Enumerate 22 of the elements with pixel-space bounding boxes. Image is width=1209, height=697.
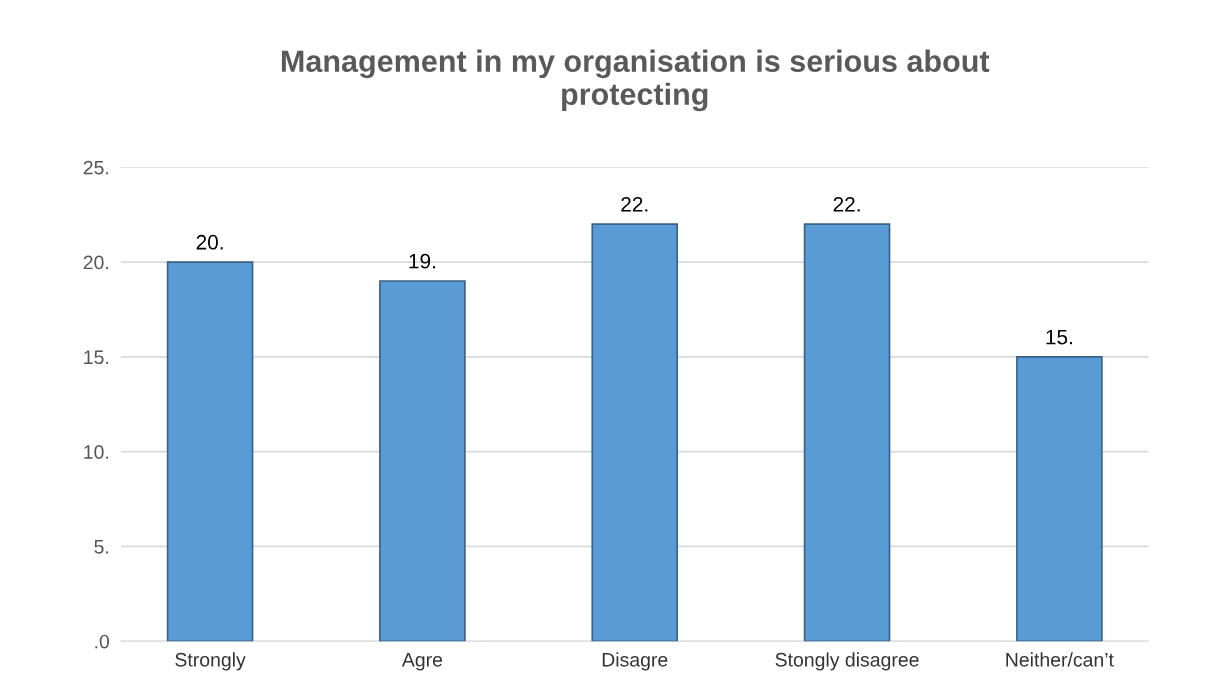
bar	[379, 280, 466, 642]
data-label: 20.	[196, 234, 223, 250]
bar	[1016, 356, 1103, 642]
data-label: 22.	[621, 196, 648, 212]
y-tick-label: 10.	[84, 445, 109, 459]
x-tick-label: Strongly	[175, 652, 246, 671]
y-tick-label: 15.	[84, 350, 109, 365]
bar	[591, 223, 679, 642]
bar	[803, 223, 891, 642]
y-tick-label: 20.	[83, 255, 109, 270]
x-tick-label: Disagre	[602, 652, 668, 671]
x-tick-label: Agre	[401, 653, 443, 671]
chart-title: Management in my organisation is serious about protecting	[281, 49, 990, 112]
data-label: 19.	[409, 253, 435, 269]
x-tick-label: Stongly disagree	[775, 652, 919, 671]
y-tick-label: 25.	[83, 160, 109, 175]
data-label: 22.	[833, 196, 860, 212]
y-tick-label: .0	[95, 634, 110, 649]
x-tick-label: Neither/can’t	[1006, 652, 1114, 667]
bar	[166, 261, 254, 642]
y-tick-label: 5.	[94, 540, 109, 554]
data-label: 15.	[1046, 329, 1072, 345]
